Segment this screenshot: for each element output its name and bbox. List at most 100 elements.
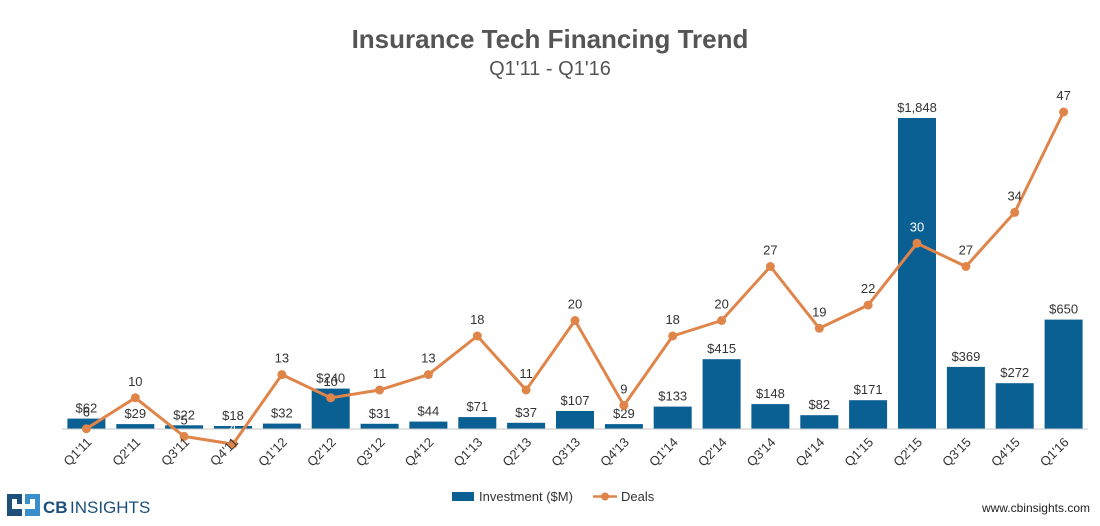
deals-point-Q3'14 (765, 262, 775, 271)
deals-point-Q2'14 (717, 316, 727, 325)
deals-point-Q3'11 (179, 431, 189, 441)
deals-point-Q3'13 (570, 316, 580, 325)
logo-mark-right-icon (25, 494, 40, 516)
x-tick-label: Q3'15 (939, 435, 974, 470)
bar-value-label: $240 (316, 371, 345, 386)
bar-Q3'12 (360, 423, 399, 429)
footer-url: www.cbinsights.com (981, 501, 1090, 515)
bar-value-label: $31 (369, 406, 391, 421)
x-tick-label: Q1'14 (646, 435, 681, 470)
bar-Q1'12 (262, 423, 301, 429)
deals-point-Q1'13 (472, 331, 482, 341)
bar-Q4'11 (214, 426, 252, 429)
deals-value-label: 27 (959, 243, 973, 258)
bar-value-label: $32 (271, 406, 293, 421)
bar-value-label: $44 (418, 404, 440, 419)
deals-value-label: 47 (1056, 88, 1070, 103)
deals-value-label: 13 (421, 351, 435, 366)
deals-point-Q4'13 (619, 401, 629, 410)
x-tick-label: Q2'12 (304, 435, 339, 470)
bar-value-label: $29 (613, 406, 635, 421)
cb-insights-logo: CB INSIGHTS (7, 494, 150, 517)
x-tick-label: Q3'12 (353, 435, 388, 470)
bar-value-label: $171 (854, 382, 883, 397)
bar-Q2'15 (898, 118, 936, 429)
bar-Q1'15 (849, 400, 888, 429)
x-tick-label: Q3'14 (744, 435, 779, 470)
deals-value-label: 20 (568, 297, 582, 312)
bar-Q1'14 (653, 406, 692, 429)
deals-value-label: 10 (323, 374, 337, 389)
bar-value-label: $62 (76, 401, 98, 416)
deals-point-Q1'15 (863, 300, 873, 310)
bar-Q3'13 (556, 411, 594, 429)
bar-Q4'12 (409, 421, 448, 429)
deals-point-Q1'12 (277, 370, 287, 380)
bar-value-label: $82 (808, 397, 830, 412)
bar-Q3'15 (946, 366, 985, 429)
deals-point-Q4'15 (1010, 207, 1020, 217)
x-tick-label: Q2'15 (890, 435, 925, 470)
deals-point-Q4'11 (228, 439, 238, 449)
bar-value-label: $22 (173, 407, 195, 422)
bar-value-label: $272 (1000, 365, 1029, 380)
legend: Investment ($M) Deals (452, 489, 655, 504)
deals-value-label: 18 (470, 312, 484, 327)
bar-value-label: $29 (124, 406, 146, 421)
deals-value-label: 20 (714, 297, 728, 312)
x-tick-label: Q4'14 (793, 435, 828, 470)
logo-brand-text: CB (43, 498, 68, 517)
bar-Q1'11 (67, 418, 106, 429)
deals-point-Q3'12 (375, 385, 385, 395)
deals-point-Q2'12 (326, 393, 336, 403)
bar-value-label: $107 (561, 393, 590, 408)
bar-Q3'11 (165, 425, 204, 429)
chart-subtitle: Q1'11 - Q1'16 (489, 58, 611, 80)
deals-value-label: 11 (373, 366, 387, 381)
bar-labels-layer: $62 $29 $22 $18 $32 $240 $31 $44 $71 $37 $107 $29 $1… (76, 100, 1079, 423)
bar-value-label: $37 (515, 405, 537, 420)
chart-title: Insurance Tech Financing Trend (352, 24, 749, 54)
bar-Q4'15 (995, 383, 1034, 429)
x-tick-label: Q2'14 (695, 435, 730, 470)
legend-bar-swatch (452, 492, 474, 501)
bars-layer (67, 118, 1083, 429)
bar-Q4'14 (800, 415, 839, 429)
deals-value-label: 34 (1007, 188, 1021, 203)
deal-labels-layer: 6 10 5 4 13 10 11 13 18 11 20 9 18 20 27 19 22 30 27 34 47 (83, 88, 1071, 435)
legend-investment-label: Investment ($M) (479, 489, 573, 504)
deals-point-Q2'13 (521, 385, 531, 395)
x-tick-label: Q1'12 (255, 435, 290, 470)
deals-value-label: 19 (812, 304, 826, 319)
x-tick-label: Q1'11 (60, 435, 94, 469)
deals-value-label: 5 (180, 412, 187, 427)
deals-point-Q4'12 (423, 370, 433, 380)
x-tick-label: Q2'13 (499, 435, 534, 470)
bar-Q4'13 (604, 424, 643, 429)
bar-Q2'13 (507, 422, 546, 429)
legend-deals-swatch-marker (601, 492, 609, 501)
bar-Q1'13 (458, 417, 497, 429)
bar-value-label: $71 (466, 399, 488, 414)
x-tick-label: Q2'11 (109, 435, 143, 469)
deals-value-label: 13 (275, 351, 289, 366)
x-tick-label: Q1'15 (841, 435, 876, 470)
x-tick-label: Q1'13 (451, 435, 486, 470)
x-tick-label: Q4'13 (597, 435, 632, 470)
legend-deals-label: Deals (621, 489, 655, 504)
deals-value-label: 9 (620, 382, 627, 397)
x-tick-label: Q1'16 (1037, 435, 1072, 470)
bar-value-label: $18 (222, 408, 244, 423)
x-tick-label: Q4'15 (988, 435, 1023, 470)
deals-value-label: 6 (83, 405, 90, 420)
deals-value-label: 22 (861, 281, 875, 296)
deals-point-Q2'11 (130, 393, 140, 403)
bar-value-label: $1,848 (897, 100, 937, 115)
deals-value-label: 11 (519, 366, 533, 381)
bar-value-label: $650 (1049, 302, 1078, 317)
deals-value-label: 18 (665, 312, 679, 327)
logo-mark-left-icon (7, 494, 22, 516)
deals-line-layer (81, 107, 1069, 449)
bar-Q1'16 (1044, 319, 1083, 429)
